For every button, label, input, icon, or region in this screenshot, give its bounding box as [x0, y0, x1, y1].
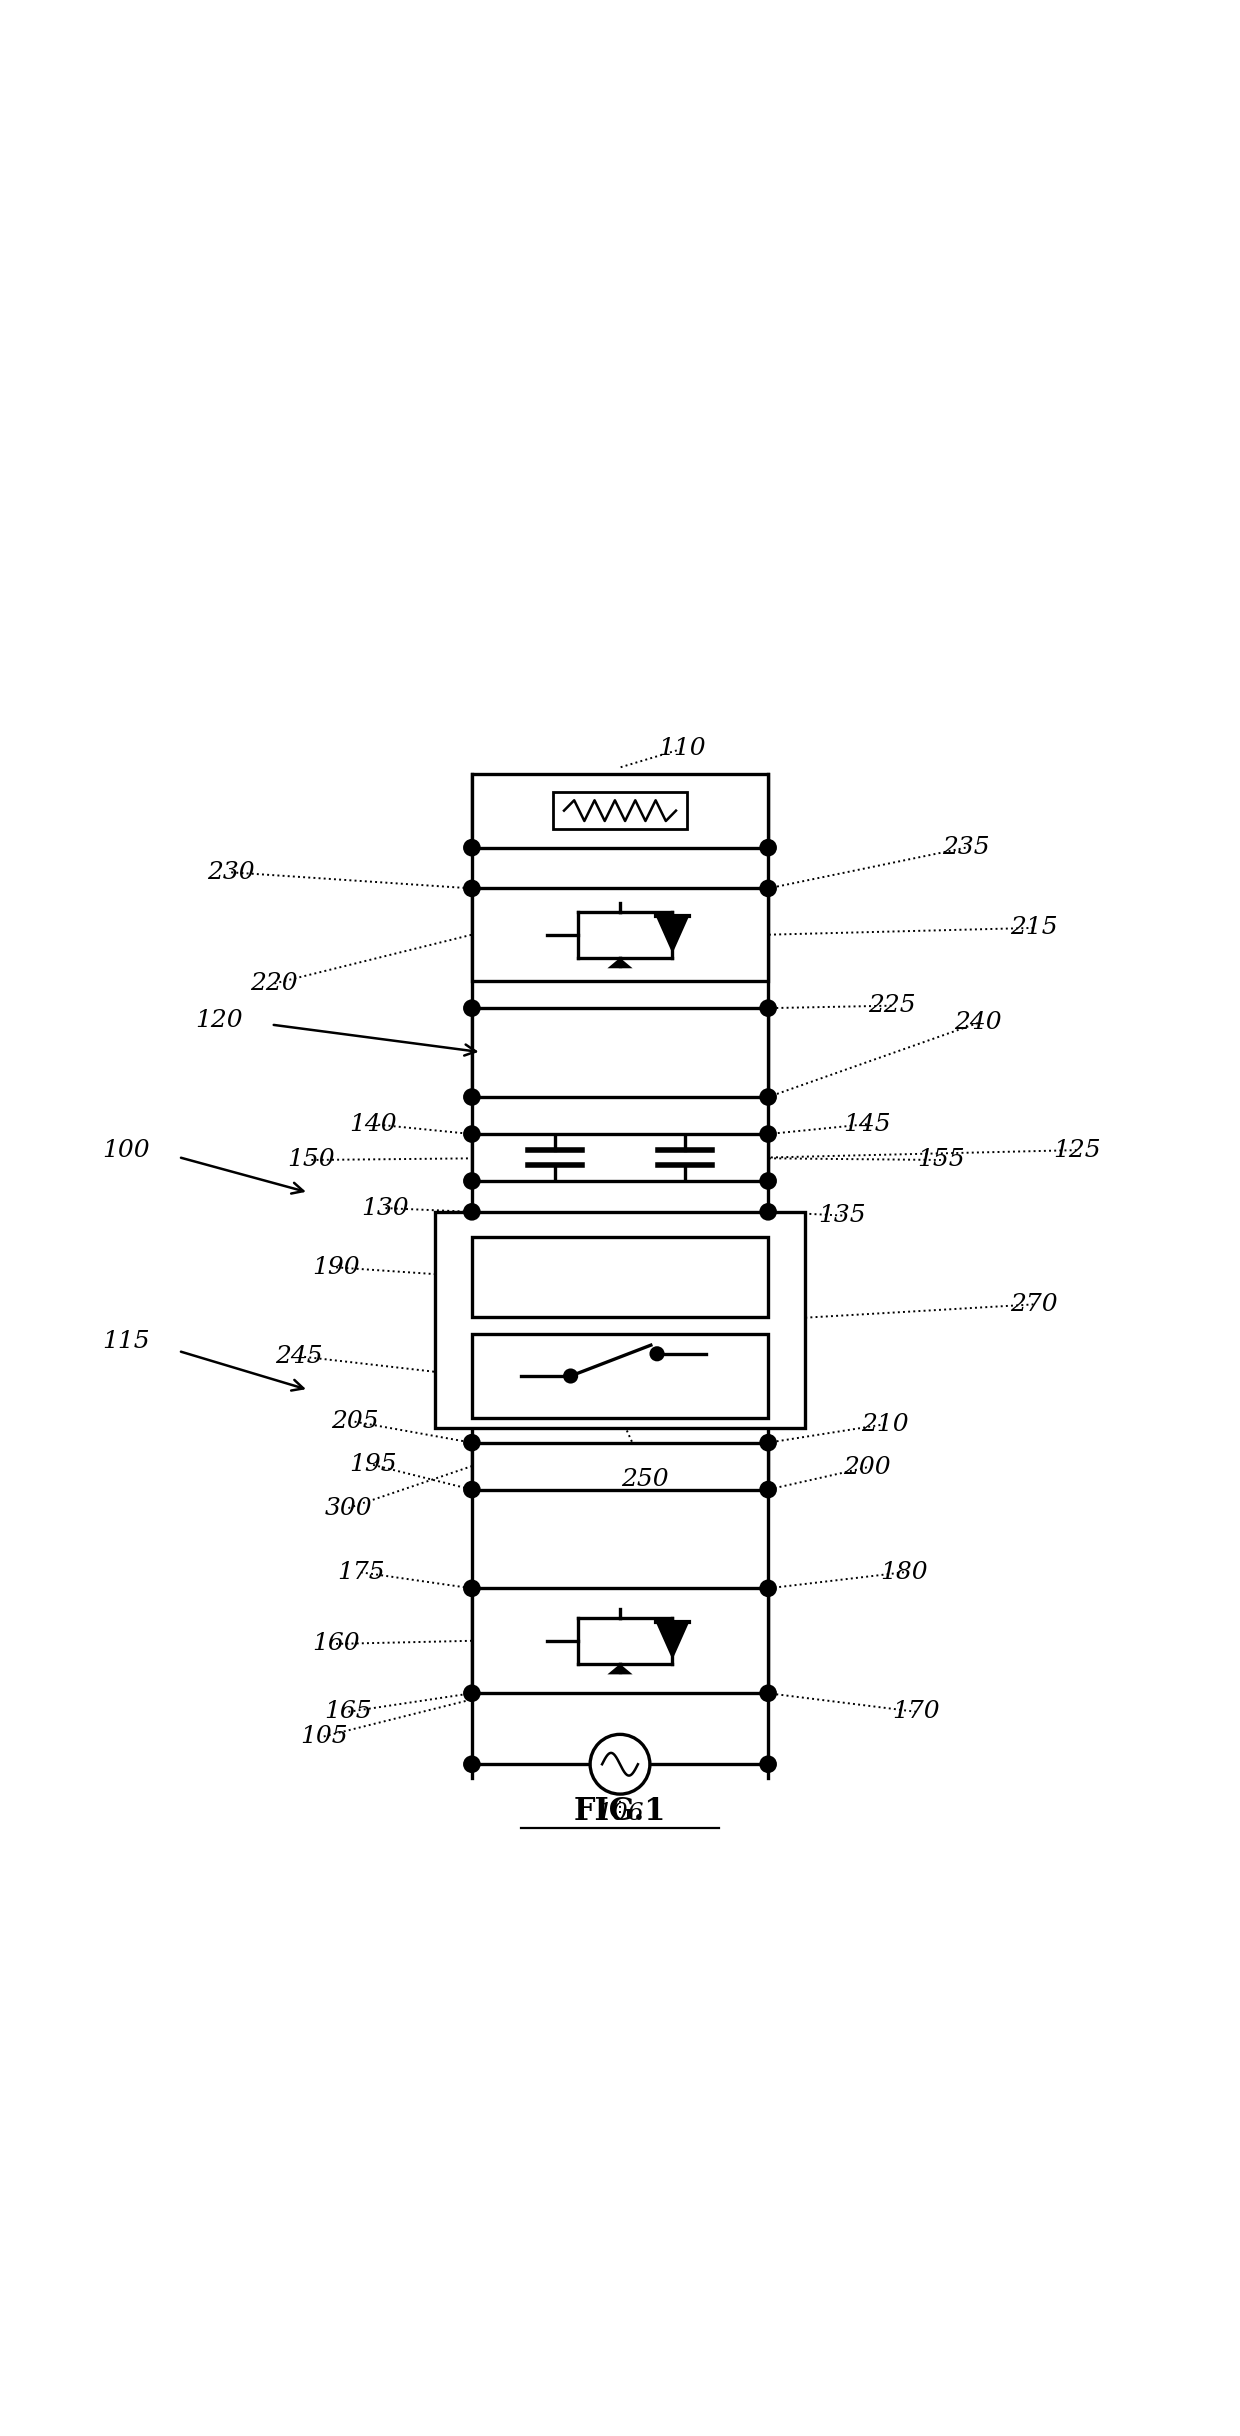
- Bar: [472, 1335, 768, 1418]
- Bar: [435, 1211, 805, 1427]
- Text: 200: 200: [843, 1457, 890, 1479]
- Text: 120: 120: [195, 1009, 243, 1033]
- Circle shape: [465, 1001, 480, 1016]
- Text: 205: 205: [331, 1410, 378, 1432]
- Bar: [472, 1237, 768, 1318]
- Circle shape: [760, 1001, 775, 1016]
- Text: 175: 175: [337, 1561, 384, 1583]
- Circle shape: [590, 1734, 650, 1795]
- Text: 105: 105: [300, 1725, 347, 1749]
- Circle shape: [465, 1581, 480, 1596]
- Bar: [472, 889, 768, 982]
- Bar: [553, 792, 687, 828]
- Circle shape: [760, 1756, 775, 1771]
- Circle shape: [760, 1174, 775, 1189]
- Polygon shape: [608, 957, 632, 967]
- Text: FIG.1: FIG.1: [574, 1795, 666, 1827]
- Circle shape: [760, 1089, 775, 1104]
- Circle shape: [760, 1686, 775, 1700]
- Text: 220: 220: [250, 972, 298, 994]
- Text: 235: 235: [942, 836, 990, 860]
- Circle shape: [465, 1686, 480, 1700]
- Polygon shape: [608, 1664, 632, 1674]
- Text: 190: 190: [312, 1257, 360, 1279]
- Text: 250: 250: [621, 1469, 668, 1491]
- Circle shape: [760, 1128, 775, 1142]
- Text: 150: 150: [288, 1147, 335, 1172]
- Text: 180: 180: [880, 1561, 928, 1583]
- Text: 300: 300: [325, 1496, 372, 1520]
- Text: 195: 195: [350, 1454, 397, 1476]
- Text: 106: 106: [596, 1803, 644, 1825]
- Text: 125: 125: [1053, 1138, 1101, 1162]
- Text: 165: 165: [325, 1700, 372, 1722]
- Polygon shape: [656, 916, 689, 952]
- Text: 225: 225: [868, 994, 915, 1018]
- Circle shape: [465, 1174, 480, 1189]
- Circle shape: [651, 1347, 663, 1359]
- Circle shape: [760, 882, 775, 896]
- Circle shape: [465, 840, 480, 855]
- Text: 210: 210: [862, 1413, 909, 1435]
- Text: 145: 145: [843, 1113, 890, 1135]
- Bar: [472, 1009, 768, 1096]
- Circle shape: [760, 840, 775, 855]
- Circle shape: [465, 882, 480, 896]
- Text: 100: 100: [103, 1138, 150, 1162]
- Text: 115: 115: [103, 1330, 150, 1352]
- Circle shape: [564, 1369, 577, 1381]
- Text: 160: 160: [312, 1632, 360, 1656]
- Circle shape: [465, 1089, 480, 1104]
- Circle shape: [465, 1203, 480, 1220]
- Circle shape: [760, 1481, 775, 1498]
- Text: 140: 140: [350, 1113, 397, 1135]
- Bar: [472, 1588, 768, 1693]
- Text: 155: 155: [918, 1147, 965, 1172]
- Circle shape: [465, 1481, 480, 1498]
- Text: 135: 135: [818, 1203, 866, 1228]
- Text: 270: 270: [1009, 1294, 1058, 1315]
- Polygon shape: [656, 1622, 689, 1659]
- Circle shape: [465, 1756, 480, 1771]
- Circle shape: [465, 1128, 480, 1142]
- Text: 170: 170: [893, 1700, 940, 1722]
- Circle shape: [760, 1203, 775, 1220]
- Bar: [472, 1135, 768, 1181]
- Circle shape: [465, 1435, 480, 1449]
- Circle shape: [760, 1435, 775, 1449]
- Text: 245: 245: [275, 1345, 322, 1367]
- Text: 240: 240: [954, 1011, 1002, 1035]
- Text: 110: 110: [658, 738, 706, 760]
- Text: 215: 215: [1009, 916, 1058, 940]
- Text: 230: 230: [207, 860, 255, 884]
- Circle shape: [760, 1581, 775, 1596]
- Text: 130: 130: [362, 1196, 409, 1220]
- Bar: [472, 775, 768, 848]
- Bar: [472, 1442, 768, 1488]
